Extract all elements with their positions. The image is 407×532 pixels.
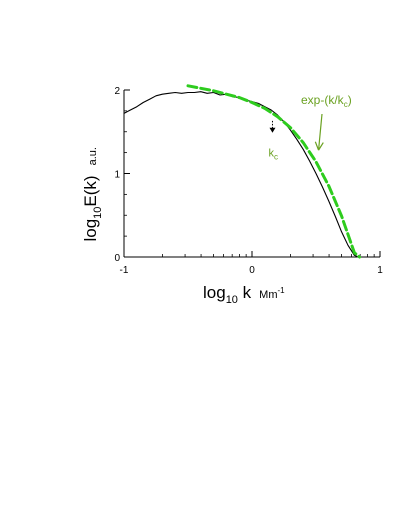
y-tick-label: 2 [114, 86, 120, 97]
x-tick-label: 0 [249, 265, 255, 276]
x-axis-label-var: k [238, 283, 252, 302]
exp-annotation-main: exp-(k/k [301, 93, 345, 107]
y-axis-label-log: log [81, 219, 100, 242]
exp-arrow-head [314, 141, 324, 151]
exp-annotation: exp-(k/kc) [301, 93, 352, 109]
x-axis-unit: Mm [259, 289, 277, 301]
y-axis-label-var: E(k) [81, 175, 100, 206]
exp-annotation-end: ) [348, 93, 352, 107]
x-tick-label: 1 [377, 265, 383, 276]
x-tick-label: -1 [120, 265, 129, 276]
x-axis-label-log: log [203, 283, 226, 302]
fit-series-line [186, 84, 361, 259]
kc-annotation-main: k [268, 147, 274, 159]
x-ticks: -1 0 1 [120, 251, 383, 276]
exp-annotation-sub: c [344, 100, 348, 109]
kc-annotation: kc [268, 147, 278, 161]
x-axis-unit-sup: -1 [278, 286, 286, 295]
y-axis-unit: a.u. [87, 147, 99, 165]
series-layer [123, 84, 361, 259]
exp-arrow-line [317, 113, 323, 151]
y-axis-label-sub: 10 [92, 207, 104, 219]
y-tick-label: 1 [114, 170, 120, 181]
kc-annotation-sub: c [274, 152, 278, 161]
y-ticks: 0 1 2 [114, 86, 130, 264]
y-axis-label: log10E(k) a.u. [81, 147, 104, 241]
y-tick-label: 0 [114, 253, 120, 264]
kc-arrow-head [269, 127, 276, 133]
x-axis-label: log10 k Mm-1 [203, 283, 285, 306]
x-axis-label-sub: 10 [226, 294, 238, 306]
